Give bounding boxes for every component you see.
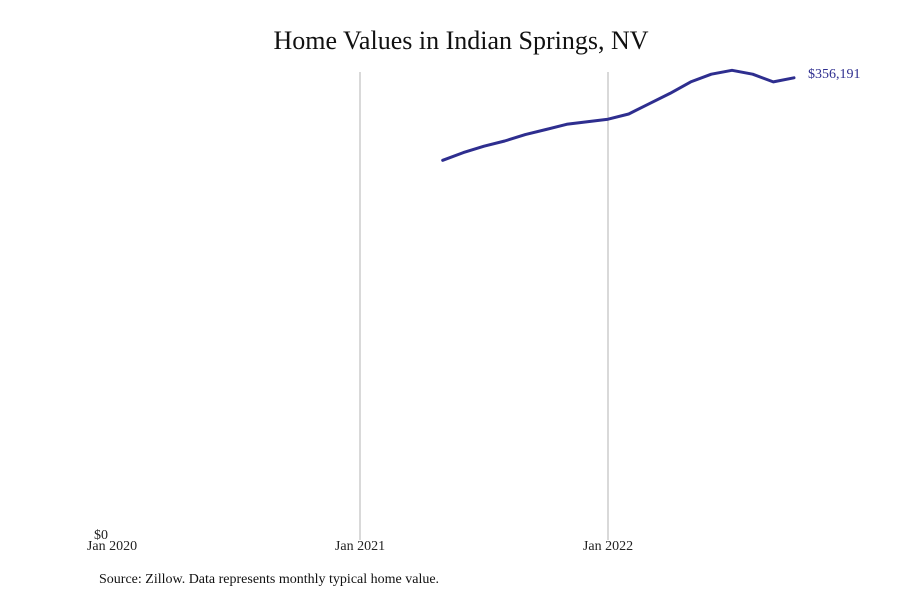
home-value-line bbox=[441, 68, 796, 162]
grid-lines bbox=[359, 72, 609, 540]
x-tick-label: Jan 2021 bbox=[335, 539, 385, 554]
x-tick-label: Jan 2020 bbox=[87, 539, 137, 554]
y-tick-label: $0 bbox=[94, 528, 108, 543]
chart-source-note: Source: Zillow. Data represents monthly … bbox=[99, 572, 440, 587]
series-layer: $356,191 bbox=[441, 67, 861, 162]
chart-title: Home Values in Indian Springs, NV bbox=[273, 26, 649, 55]
axis-labels: Jan 2020 Jan 2021 Jan 2022 $0 bbox=[87, 528, 633, 554]
x-tick-label: Jan 2022 bbox=[583, 539, 633, 554]
end-value-label: $356,191 bbox=[808, 67, 861, 82]
